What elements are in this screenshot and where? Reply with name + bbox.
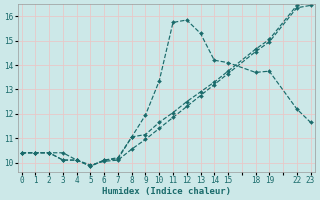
X-axis label: Humidex (Indice chaleur): Humidex (Indice chaleur) — [102, 187, 231, 196]
